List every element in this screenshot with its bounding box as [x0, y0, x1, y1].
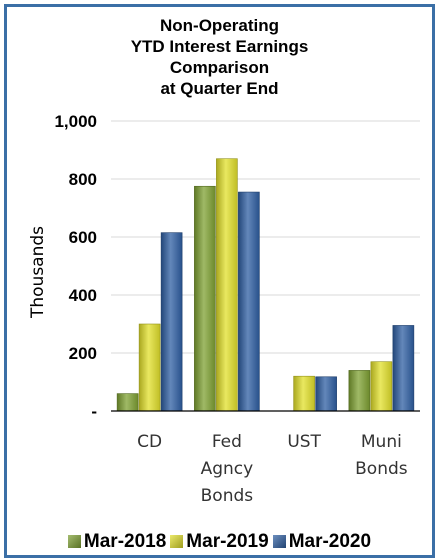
bar-mar-2019 — [216, 158, 238, 412]
chart-title: Non-Operating YTD Interest Earnings Comp… — [7, 15, 432, 99]
legend-label: Mar-2018 — [83, 531, 167, 552]
chart-title-line: at Quarter End — [160, 79, 279, 98]
x-tick-label: Muni — [361, 432, 402, 452]
x-tick-label: Agncy — [201, 459, 254, 479]
bar-mar-2020 — [392, 325, 415, 412]
tick-labels: - 200 400 600 800 1,000 Thousands CD Fed Agncy Bon… — [28, 112, 408, 506]
legend: Mar-2018 Mar-2019 Mar-2020 — [7, 531, 432, 553]
legend-swatch — [67, 535, 81, 548]
chart-title-line: YTD Interest Earnings — [130, 37, 309, 56]
y-tick-label: 600 — [69, 228, 97, 247]
chart-title-line: Non-Operating — [160, 16, 279, 35]
legend-label: Mar-2020 — [288, 531, 372, 552]
grid-lines — [111, 120, 420, 354]
y-tick-label: - — [91, 402, 97, 421]
legend-label: Mar-2019 — [186, 531, 269, 552]
bar-mar-2020 — [238, 191, 260, 412]
x-tick-label: Bonds — [355, 459, 408, 479]
legend-item: Mar-2020 — [272, 531, 372, 553]
y-tick-label: 200 — [69, 344, 97, 363]
bar-chart: - 200 400 600 800 1,000 Thousands CD Fed Agncy Bon… — [28, 112, 420, 506]
y-tick-label: 800 — [69, 170, 97, 189]
bar-mar-2019 — [370, 361, 393, 412]
bar-mar-2020 — [160, 232, 183, 412]
legend-item: Mar-2019 — [170, 531, 269, 553]
y-axis-label: Thousands — [28, 226, 48, 319]
y-tick-label: 400 — [69, 286, 97, 305]
x-tick-label: UST — [287, 432, 321, 452]
bar-mar-2019 — [293, 375, 315, 412]
x-tick-label: Bonds — [201, 486, 254, 506]
bar-mar-2018 — [348, 370, 371, 412]
legend-swatch — [170, 535, 184, 548]
chart-frame: Non-Operating YTD Interest Earnings Comp… — [4, 4, 435, 558]
x-tick-label: Fed — [212, 432, 242, 452]
bar-mar-2019 — [138, 323, 161, 412]
legend-swatch — [272, 535, 286, 548]
bars — [116, 158, 415, 412]
x-tick-label: CD — [137, 432, 162, 452]
bar-mar-2018 — [194, 185, 216, 412]
bar-mar-2020 — [315, 376, 337, 412]
chart-title-line: Comparison — [169, 58, 270, 77]
bar-mar-2018 — [116, 393, 139, 412]
y-tick-label: 1,000 — [54, 112, 97, 131]
legend-item: Mar-2018 — [67, 531, 167, 553]
